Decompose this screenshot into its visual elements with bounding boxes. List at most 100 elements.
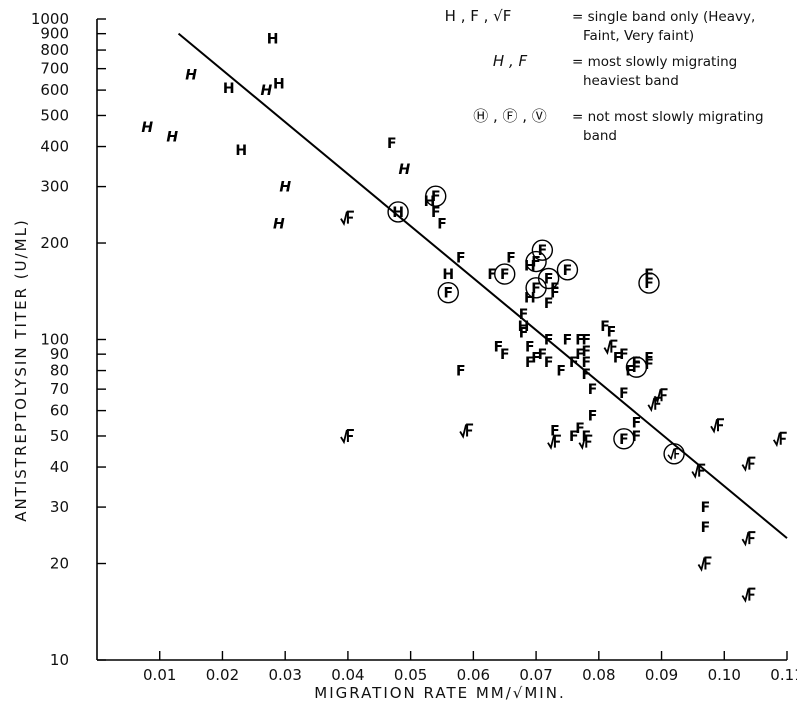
data-point: H xyxy=(524,259,536,275)
svg-text:F: F xyxy=(544,271,554,287)
x-tick-label: 0.06 xyxy=(457,666,490,684)
data-point: F xyxy=(625,356,648,378)
data-point xyxy=(653,388,668,404)
data-point: F xyxy=(544,333,554,349)
data-point: H xyxy=(442,267,454,283)
data-point: F xyxy=(494,340,504,356)
svg-text:F: F xyxy=(431,189,441,205)
data-point: F xyxy=(437,281,459,304)
legend-text-not-slowest-band-2: band xyxy=(583,128,617,144)
data-point: F xyxy=(456,251,466,267)
data-point: F xyxy=(632,355,642,371)
y-tick-label: 600 xyxy=(40,81,69,99)
x-tick-label: 0.02 xyxy=(206,666,239,684)
svg-text:F: F xyxy=(644,276,654,292)
data-point: F xyxy=(600,319,610,335)
data-point: F xyxy=(644,357,654,373)
data-point: F xyxy=(613,428,635,450)
data-point: H xyxy=(279,180,291,196)
data-point: F xyxy=(494,263,516,285)
y-tick-label: 20 xyxy=(50,555,69,573)
x-axis-ticks: 0.01 0.02 0.03 0.04 0.05 0.06 0.07 0.08 0.09 0.10… xyxy=(143,651,797,684)
data-point: H xyxy=(399,162,411,178)
data-point: F xyxy=(525,355,535,371)
y-tick-label: 400 xyxy=(40,138,69,156)
data-point xyxy=(663,443,685,465)
regression-line-path xyxy=(177,32,788,539)
data-point: H xyxy=(387,201,409,223)
x-tick-label: 0.11 xyxy=(770,666,797,684)
data-point: F xyxy=(632,429,642,445)
data-point: F xyxy=(531,350,541,366)
data-point: F xyxy=(701,500,711,516)
data-point: F xyxy=(550,281,560,297)
legend-text-not-slowest-band-1: = not most slowly migrating xyxy=(572,109,764,125)
data-point: H xyxy=(235,143,247,159)
y-tick-label: 70 xyxy=(50,380,69,398)
data-point: H xyxy=(185,68,197,84)
x-tick-label: 0.05 xyxy=(394,666,427,684)
data-point xyxy=(547,434,561,450)
legend-symbols-single-band: H , F , √F xyxy=(445,7,512,25)
x-tick-label: 0.04 xyxy=(331,666,364,684)
data-point: F xyxy=(544,296,554,312)
y-tick-label: 800 xyxy=(40,41,69,59)
data-point: H xyxy=(267,31,279,47)
svg-text:F: F xyxy=(443,286,453,302)
data-point: F xyxy=(588,382,598,398)
data-point: F xyxy=(619,347,629,363)
data-point: H xyxy=(141,120,153,136)
x-tick-label: 0.01 xyxy=(143,666,176,684)
data-point xyxy=(741,531,756,547)
data-point: F xyxy=(701,520,711,536)
data-point: F xyxy=(425,185,447,207)
x-tick-label: 0.08 xyxy=(582,666,615,684)
y-tick-label: 700 xyxy=(40,60,69,78)
y-tick-label: 80 xyxy=(50,362,69,380)
y-tick-label: 300 xyxy=(40,178,69,196)
data-point: F xyxy=(575,333,585,349)
y-tick-label: 100 xyxy=(40,331,69,349)
data-point: F xyxy=(575,421,585,437)
data-point: F xyxy=(581,344,591,360)
y-tick-label: 1000 xyxy=(31,10,69,28)
data-point: F xyxy=(644,350,654,366)
data-point: H xyxy=(273,217,285,233)
x-axis-label: MIGRATION RATE MM/√MIN. xyxy=(314,684,565,702)
data-point: F xyxy=(506,251,516,267)
data-point: F xyxy=(588,408,598,424)
data-point xyxy=(603,339,618,355)
legend-text-heaviest-band-2: heaviest band xyxy=(583,73,679,89)
data-point xyxy=(741,587,756,603)
data-point: F xyxy=(538,347,548,363)
svg-text:F: F xyxy=(531,255,541,271)
data-point: F xyxy=(625,364,635,380)
y-tick-label: 500 xyxy=(40,106,69,124)
data-point: F xyxy=(487,267,497,283)
data-points: HHHHHHHHHHHHHHHHFFFFFFFFFFFFFFFFFFFFFFFF… xyxy=(141,31,787,603)
data-point: F xyxy=(607,324,617,340)
data-point: H xyxy=(261,83,273,99)
y-tick-label: 90 xyxy=(50,345,69,363)
data-point: F xyxy=(632,416,642,432)
data-point xyxy=(710,418,724,434)
data-point: H xyxy=(273,76,285,92)
x-tick-label: 0.03 xyxy=(268,666,301,684)
data-point: F xyxy=(525,250,547,273)
legend-text-heaviest-band-1: = most slowly migrating xyxy=(572,54,737,70)
x-tick-label: 0.07 xyxy=(519,666,552,684)
svg-text:F: F xyxy=(563,263,573,279)
data-point: F xyxy=(581,355,591,371)
data-point: F xyxy=(575,347,585,363)
data-point: F xyxy=(569,355,579,371)
legend: H , F , √F = single band only (Heavy, Fa… xyxy=(445,7,764,144)
data-point: F xyxy=(619,386,629,402)
svg-text:F: F xyxy=(500,267,510,283)
y-tick-label: 200 xyxy=(40,234,69,252)
data-point: F xyxy=(644,267,654,283)
data-point: F xyxy=(525,340,535,356)
data-point: F xyxy=(556,259,579,281)
data-point: F xyxy=(519,307,529,323)
data-point: F xyxy=(387,136,397,152)
